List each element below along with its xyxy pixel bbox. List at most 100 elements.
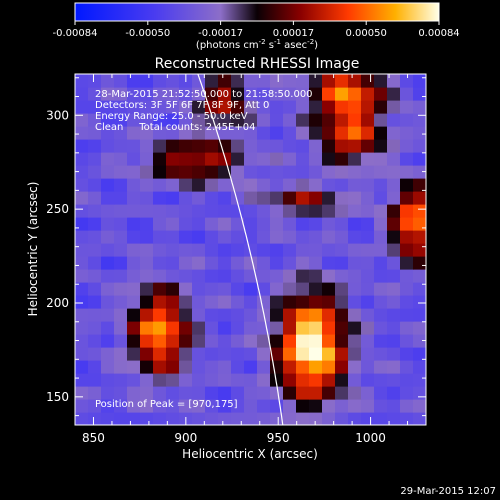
heatmap-cell: [387, 373, 401, 387]
heatmap-cell: [127, 230, 141, 244]
heatmap-cell: [335, 178, 349, 192]
heatmap-cell: [140, 139, 154, 153]
heatmap-cell: [244, 295, 258, 309]
heatmap-cell: [361, 100, 375, 114]
heatmap-cell: [283, 308, 297, 322]
heatmap-cell: [335, 360, 349, 374]
heatmap-cell: [231, 412, 245, 425]
heatmap-cell: [257, 399, 271, 413]
heatmap-cell: [322, 87, 336, 101]
heatmap-cell: [244, 204, 258, 218]
heatmap-cell: [335, 412, 349, 425]
heatmap-cell: [231, 74, 245, 88]
heatmap-cell: [283, 412, 297, 425]
heatmap-cell: [270, 152, 284, 166]
heatmap-cell: [335, 113, 349, 127]
heatmap-cell: [270, 178, 284, 192]
heatmap-cell: [257, 321, 271, 335]
heatmap-cell: [335, 230, 349, 244]
heatmap-cell: [205, 334, 219, 348]
heatmap-cell: [205, 191, 219, 205]
heatmap-cell: [374, 282, 388, 296]
heatmap-cell: [114, 399, 128, 413]
heatmap-cell: [400, 230, 414, 244]
heatmap-cell: [218, 204, 232, 218]
heatmap-cell: [166, 152, 180, 166]
heatmap-cell: [114, 282, 128, 296]
heatmap-cell: [296, 74, 310, 88]
heatmap-cell: [192, 334, 206, 348]
heatmap-cell: [153, 243, 167, 257]
heatmap-cell: [127, 243, 141, 257]
heatmap-cell: [270, 230, 284, 244]
heatmap-cell: [374, 230, 388, 244]
heatmap-cell: [348, 204, 362, 218]
heatmap-cell: [296, 295, 310, 309]
heatmap-cell: [361, 126, 375, 140]
heatmap-cell: [361, 412, 375, 425]
heatmap-cell: [127, 74, 141, 88]
heatmap-cell: [244, 243, 258, 257]
heatmap-cell: [361, 360, 375, 374]
heatmap-cell: [400, 87, 414, 101]
heatmap-cell: [361, 321, 375, 335]
heatmap-cell: [153, 295, 167, 309]
heatmap-cell: [179, 321, 193, 335]
heatmap-cell: [88, 373, 102, 387]
heatmap-cell: [101, 178, 115, 192]
heatmap-cell: [205, 321, 219, 335]
heatmap-cell: [114, 360, 128, 374]
heatmap-cell: [140, 373, 154, 387]
heatmap-cell: [335, 87, 349, 101]
heatmap-cell: [153, 360, 167, 374]
heatmap-cell: [374, 373, 388, 387]
heatmap-cell: [322, 204, 336, 218]
heatmap-cell: [374, 334, 388, 348]
heatmap-cell: [244, 360, 258, 374]
heatmap-cell: [231, 243, 245, 257]
heatmap-cell: [413, 360, 426, 374]
heatmap-cell: [127, 178, 141, 192]
heatmap-cell: [88, 269, 102, 283]
heatmap-cell: [348, 113, 362, 127]
heatmap-cell: [88, 295, 102, 309]
heatmap-cell: [413, 373, 426, 387]
heatmap-cell: [374, 360, 388, 374]
heatmap-cell: [257, 126, 271, 140]
heatmap-cell: [309, 152, 323, 166]
heatmap-cell: [166, 74, 180, 88]
heatmap-cell: [413, 191, 426, 205]
heatmap-cell: [309, 126, 323, 140]
heatmap-cell: [257, 295, 271, 309]
heatmap-cell: [75, 113, 89, 127]
heatmap-cell: [153, 204, 167, 218]
heatmap-cell: [413, 230, 426, 244]
heatmap-cell: [153, 113, 167, 127]
heatmap-cell: [361, 165, 375, 179]
heatmap-cell: [296, 230, 310, 244]
heatmap-cell: [244, 399, 258, 413]
colorbar-ticks: -0.00084 -0.00050 -0.00017 0.00017 0.00050 0.…: [53, 21, 460, 39]
heatmap-cell: [127, 191, 141, 205]
y-axis: 150 200 250 300: [46, 77, 426, 417]
heatmap-cell: [309, 373, 323, 387]
heatmap-cell: [309, 87, 323, 101]
heatmap-cell: [413, 386, 426, 400]
heatmap-cell: [374, 204, 388, 218]
heatmap-cell: [244, 256, 258, 270]
heatmap-cell: [400, 295, 414, 309]
heatmap-cell: [166, 269, 180, 283]
heatmap-cell: [387, 191, 401, 205]
heatmap-cell: [88, 256, 102, 270]
heatmap-cell: [179, 308, 193, 322]
heatmap-cell: [322, 230, 336, 244]
heatmap-cell: [387, 152, 401, 166]
heatmap-cell: [374, 100, 388, 114]
heatmap-cell: [75, 399, 89, 413]
heatmap-cell: [413, 113, 426, 127]
heatmap-cell: [153, 373, 167, 387]
heatmap-cell: [218, 126, 232, 140]
heatmap-cell: [166, 386, 180, 400]
heatmap-cell: [218, 191, 232, 205]
heatmap-cell: [322, 399, 336, 413]
